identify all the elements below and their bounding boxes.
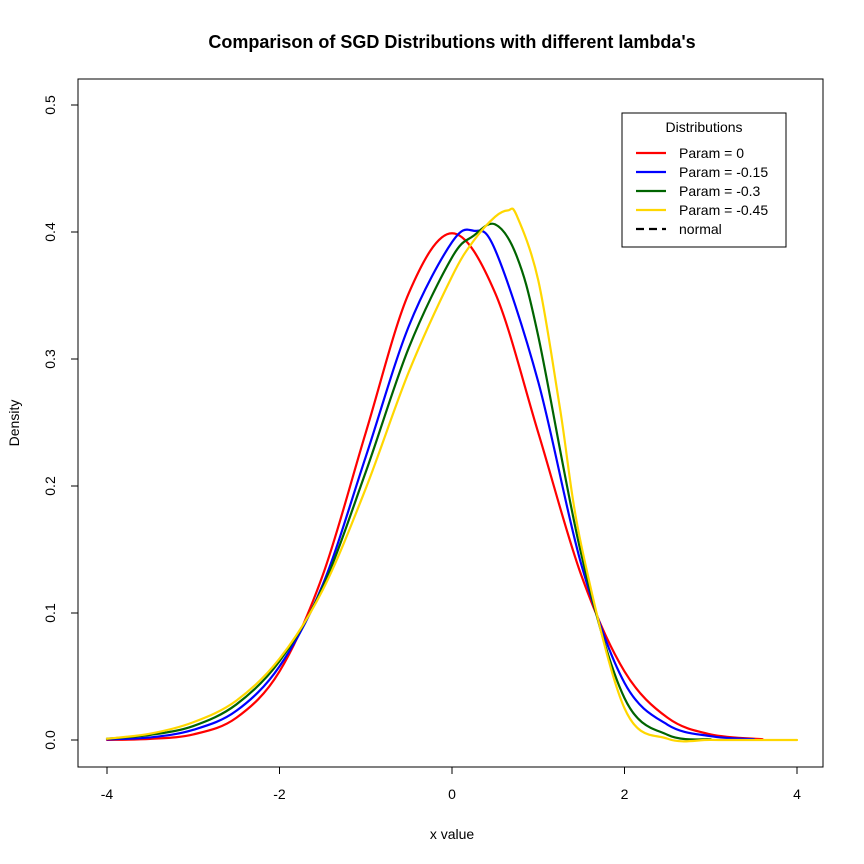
- legend-label: normal: [679, 221, 722, 237]
- legend-label: Param = -0.45: [679, 202, 768, 218]
- chart-title: Comparison of SGD Distributions with dif…: [208, 32, 695, 52]
- legend-label: Param = 0: [679, 145, 744, 161]
- legend-label: Param = -0.15: [679, 164, 768, 180]
- y-tick-label: 0.5: [42, 95, 58, 115]
- y-tick-label: 0.4: [42, 222, 58, 242]
- x-tick-label: 0: [448, 786, 456, 802]
- series-layer: [105, 207, 799, 743]
- y-tick-label: 0.0: [42, 730, 58, 750]
- series-line-4: [105, 207, 799, 743]
- y-tick-label: 0.1: [42, 603, 58, 623]
- x-tick-label: -4: [101, 786, 114, 802]
- legend-items: Param = 0 Param = -0.15 Param = -0.3 Param …: [636, 145, 768, 237]
- x-axis: -4 -2 0 2 4: [101, 766, 801, 802]
- x-tick-label: 2: [621, 786, 629, 802]
- legend-title: Distributions: [665, 119, 742, 135]
- legend-label: Param = -0.3: [679, 183, 761, 199]
- x-tick-label: -2: [273, 786, 286, 802]
- x-axis-label: x value: [430, 826, 475, 842]
- y-tick-label: 0.2: [42, 476, 58, 496]
- x-tick-label: 4: [793, 786, 801, 802]
- y-axis-label: Density: [6, 400, 22, 447]
- y-axis: 0.0 0.1 0.2 0.3 0.4 0.5: [42, 95, 79, 750]
- legend-box: [621, 112, 787, 248]
- series-line-1: [105, 232, 764, 741]
- y-tick-label: 0.3: [42, 349, 58, 369]
- series-line-2: [105, 228, 755, 741]
